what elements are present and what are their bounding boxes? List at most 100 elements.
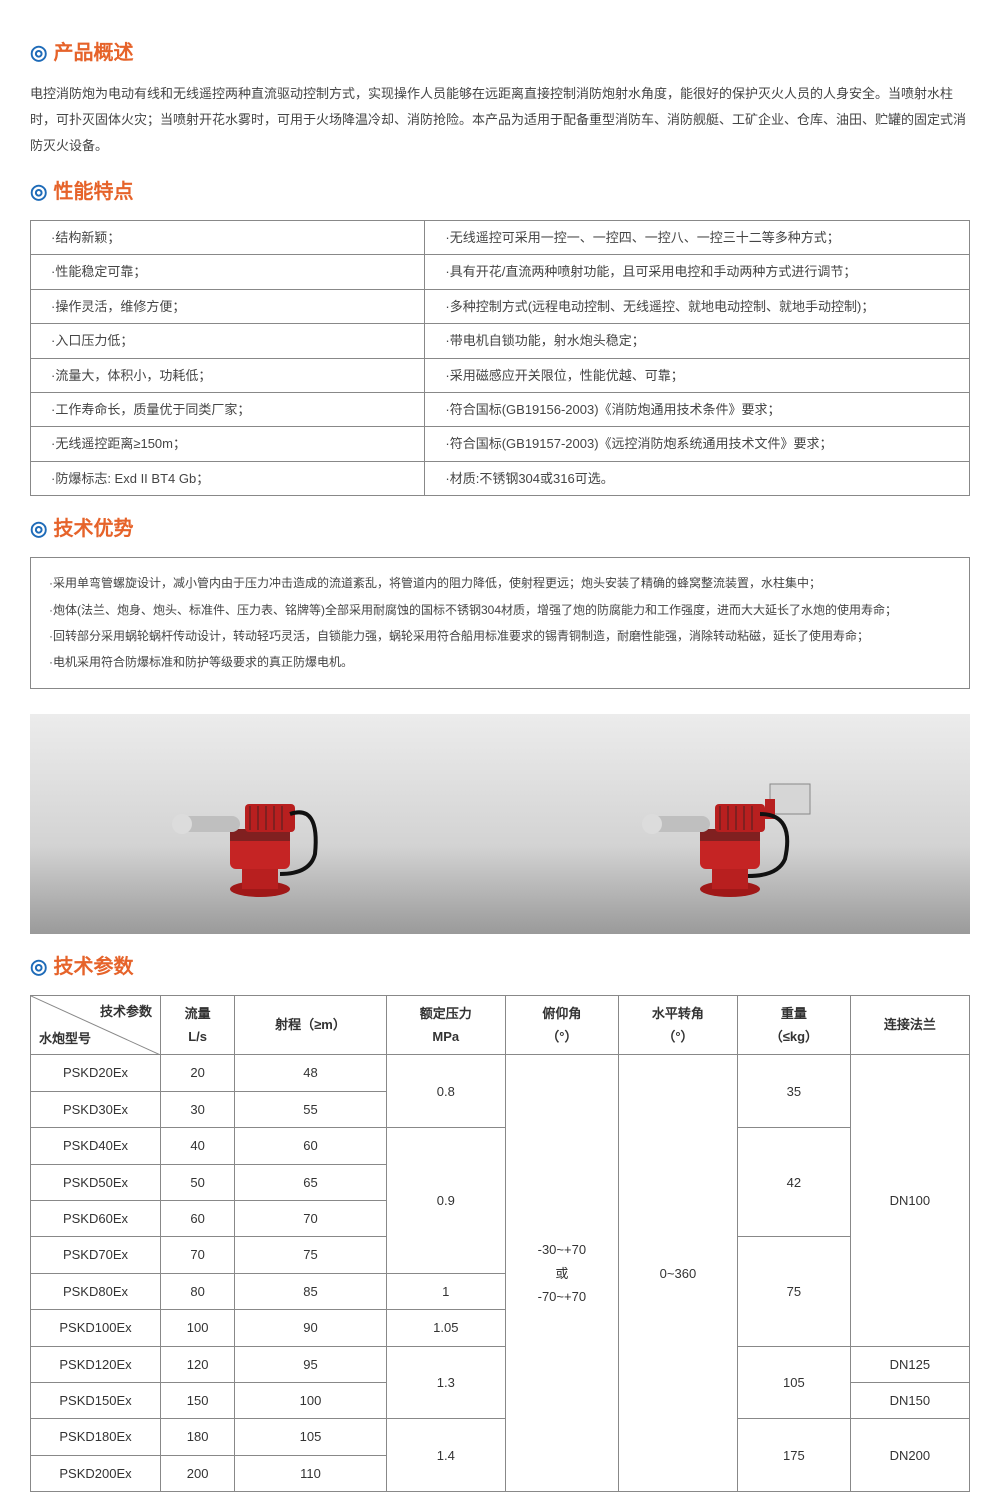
spec-table: 技术参数 水炮型号 流量L/s射程（≥m）额定压力MPa俯仰角（°）水平转角（°… [30, 995, 970, 1492]
spec-cell-model: PSKD200Ex [31, 1455, 161, 1491]
heading-features: ◎ 性能特点 [30, 174, 970, 210]
feature-row: ·防爆标志: Exd II BT4 Gb；·材质:不锈钢304或316可选。 [31, 461, 970, 495]
heading-specs: ◎ 技术参数 [30, 949, 970, 985]
feature-cell: ·工作寿命长，质量优于同类厂家； [31, 392, 425, 426]
heading-advantages-title: 技术优势 [53, 511, 133, 547]
spec-header-cell: 水平转角（°） [618, 995, 737, 1055]
heading-overview: ◎ 产品概述 [30, 35, 970, 71]
heading-specs-title: 技术参数 [53, 949, 133, 985]
spec-cell-range: 75 [235, 1237, 386, 1273]
feature-cell: ·结构新颖； [31, 221, 425, 255]
feature-table: ·结构新颖；·无线遥控可采用一控一、一控四、一控八、一控三十二等多种方式；·性能… [30, 220, 970, 496]
feature-row: ·工作寿命长，质量优于同类厂家；·符合国标(GB19156-2003)《消防炮通… [31, 392, 970, 426]
spec-cell-flange: DN100 [850, 1055, 969, 1346]
spec-cell-model: PSKD40Ex [31, 1128, 161, 1164]
advantage-line: ·采用单弯管螺旋设计，减小管内由于压力冲击造成的流道紊乱，将管道内的阻力降低，使… [49, 570, 951, 596]
spec-cell-pressure: 0.8 [386, 1055, 505, 1128]
diag-label-bottom: 水炮型号 [39, 1027, 91, 1050]
spec-row: PSKD40Ex40600.942 [31, 1128, 970, 1164]
advantage-line: ·回转部分采用蜗轮蜗杆传动设计，转动轻巧灵活，自锁能力强，蜗轮采用符合船用标准要… [49, 623, 951, 649]
spec-cell-range: 65 [235, 1164, 386, 1200]
spec-header-cell: 连接法兰 [850, 995, 969, 1055]
spec-cell-range: 70 [235, 1201, 386, 1237]
spec-cell-range: 90 [235, 1310, 386, 1346]
spec-cell-model: PSKD120Ex [31, 1346, 161, 1382]
spec-row: PSKD180Ex1801051.4175DN200 [31, 1419, 970, 1455]
spec-cell-model: PSKD70Ex [31, 1237, 161, 1273]
feature-cell: ·无线遥控距离≥150m； [31, 427, 425, 461]
spec-cell-model: PSKD150Ex [31, 1382, 161, 1418]
spec-cell-weight: 75 [738, 1237, 851, 1346]
bullet-icon: ◎ [30, 174, 47, 210]
feature-row: ·入口压力低；·带电机自锁功能，射水炮头稳定； [31, 324, 970, 358]
spec-cell-range: 110 [235, 1455, 386, 1491]
feature-row: ·流量大，体积小，功耗低；·采用磁感应开关限位，性能优越、可靠； [31, 358, 970, 392]
spec-cell-weight: 105 [738, 1346, 851, 1419]
product-image-strip [30, 714, 970, 934]
spec-header-diagonal: 技术参数 水炮型号 [31, 995, 161, 1055]
bullet-icon: ◎ [30, 511, 47, 547]
advantage-box: ·采用单弯管螺旋设计，减小管内由于压力冲击造成的流道紊乱，将管道内的阻力降低，使… [30, 557, 970, 689]
spec-cell-range: 85 [235, 1273, 386, 1309]
spec-cell-model: PSKD60Ex [31, 1201, 161, 1237]
spec-cell-model: PSKD50Ex [31, 1164, 161, 1200]
feature-cell: ·具有开花/直流两种喷射功能，且可采用电控和手动两种方式进行调节； [425, 255, 970, 289]
advantage-line: ·炮体(法兰、炮身、炮头、标准件、压力表、铭牌等)全部采用耐腐蚀的国标不锈钢30… [49, 597, 951, 623]
spec-cell-pressure: 1.4 [386, 1419, 505, 1492]
feature-cell: ·采用磁感应开关限位，性能优越、可靠； [425, 358, 970, 392]
feature-cell: ·符合国标(GB19157-2003)《远控消防炮系统通用技术文件》要求； [425, 427, 970, 461]
feature-cell: ·带电机自锁功能，射水炮头稳定； [425, 324, 970, 358]
spec-cell-yaw: 0~360 [618, 1055, 737, 1492]
spec-cell-pitch: -30~+70或-70~+70 [505, 1055, 618, 1492]
feature-cell: ·入口压力低； [31, 324, 425, 358]
diag-label-top: 技术参数 [100, 1000, 152, 1023]
spec-header-cell: 重量（≤kg） [738, 995, 851, 1055]
feature-row: ·性能稳定可靠；·具有开花/直流两种喷射功能，且可采用电控和手动两种方式进行调节… [31, 255, 970, 289]
bullet-icon: ◎ [30, 949, 47, 985]
spec-cell-range: 100 [235, 1382, 386, 1418]
feature-cell: ·操作灵活，维修方便； [31, 289, 425, 323]
spec-cell-model: PSKD20Ex [31, 1055, 161, 1091]
spec-cell-flow: 70 [161, 1237, 235, 1273]
spec-row: PSKD20Ex20480.8-30~+70或-70~+700~36035DN1… [31, 1055, 970, 1091]
feature-row: ·操作灵活，维修方便；·多种控制方式(远程电动控制、无线遥控、就地电动控制、就地… [31, 289, 970, 323]
spec-header-cell: 流量L/s [161, 995, 235, 1055]
spec-cell-model: PSKD80Ex [31, 1273, 161, 1309]
spec-cell-model: PSKD30Ex [31, 1091, 161, 1127]
spec-cell-flange: DN150 [850, 1382, 969, 1418]
feature-cell: ·符合国标(GB19156-2003)《消防炮通用技术条件》要求； [425, 392, 970, 426]
spec-cell-model: PSKD180Ex [31, 1419, 161, 1455]
spec-cell-flow: 120 [161, 1346, 235, 1382]
spec-cell-weight: 42 [738, 1128, 851, 1237]
spec-cell-range: 60 [235, 1128, 386, 1164]
spec-cell-model: PSKD100Ex [31, 1310, 161, 1346]
spec-cell-range: 48 [235, 1055, 386, 1091]
spec-cell-flow: 80 [161, 1273, 235, 1309]
feature-row: ·无线遥控距离≥150m；·符合国标(GB19157-2003)《远控消防炮系统… [31, 427, 970, 461]
product-image-right [620, 744, 840, 904]
feature-cell: ·性能稳定可靠； [31, 255, 425, 289]
spec-cell-pressure: 1.3 [386, 1346, 505, 1419]
feature-row: ·结构新颖；·无线遥控可采用一控一、一控四、一控八、一控三十二等多种方式； [31, 221, 970, 255]
spec-cell-range: 105 [235, 1419, 386, 1455]
spec-cell-range: 55 [235, 1091, 386, 1127]
spec-cell-flow: 30 [161, 1091, 235, 1127]
spec-cell-flow: 20 [161, 1055, 235, 1091]
feature-cell: ·防爆标志: Exd II BT4 Gb； [31, 461, 425, 495]
spec-cell-flow: 50 [161, 1164, 235, 1200]
spec-cell-range: 95 [235, 1346, 386, 1382]
feature-cell: ·流量大，体积小，功耗低； [31, 358, 425, 392]
spec-cell-flange: DN125 [850, 1346, 969, 1382]
spec-cell-flow: 150 [161, 1382, 235, 1418]
spec-cell-weight: 35 [738, 1055, 851, 1128]
spec-header-cell: 俯仰角（°） [505, 995, 618, 1055]
advantage-line: ·电机采用符合防爆标准和防护等级要求的真正防爆电机。 [49, 649, 951, 675]
spec-cell-pressure: 0.9 [386, 1128, 505, 1274]
spec-cell-flow: 100 [161, 1310, 235, 1346]
bullet-icon: ◎ [30, 35, 47, 71]
spec-cell-weight: 175 [738, 1419, 851, 1492]
heading-features-title: 性能特点 [53, 174, 133, 210]
heading-advantages: ◎ 技术优势 [30, 511, 970, 547]
spec-cell-flow: 180 [161, 1419, 235, 1455]
spec-cell-flow: 200 [161, 1455, 235, 1491]
